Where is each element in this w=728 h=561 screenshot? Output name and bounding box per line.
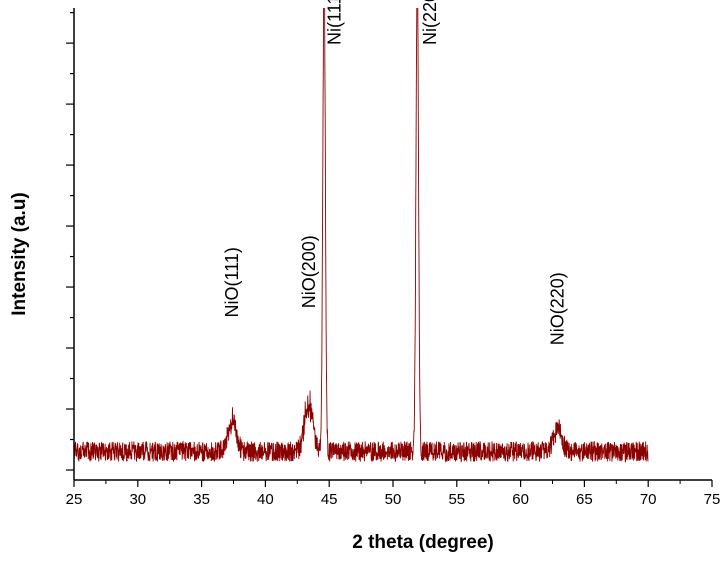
peak-annotations: NiO(111) NiO(200) Ni(111) Ni(220) NiO(220) <box>222 0 567 345</box>
x-tick-label: 60 <box>512 491 529 508</box>
peak-label: Ni(220) <box>420 0 440 45</box>
x-tick-label: 75 <box>704 491 721 508</box>
x-tick-label: 35 <box>193 491 210 508</box>
plot-area <box>74 8 649 463</box>
y-axis-title: Intensity (a.u) <box>9 192 30 316</box>
peak-label: NiO(200) <box>299 235 319 308</box>
x-axis-ticks <box>73 480 713 487</box>
x-tick-label: 30 <box>129 491 146 508</box>
x-tick-label: 40 <box>257 491 274 508</box>
x-axis-tick-labels: 25 30 35 40 45 50 55 60 65 70 75 <box>66 491 721 508</box>
x-tick-label: 45 <box>321 491 338 508</box>
peak-label: NiO(220) <box>548 272 568 345</box>
x-tick-label: 25 <box>66 491 83 508</box>
y-axis-ticks <box>66 12 74 471</box>
x-tick-label: 65 <box>576 491 593 508</box>
x-tick-label: 55 <box>448 491 465 508</box>
xrd-series-line <box>74 8 649 463</box>
x-tick-label: 50 <box>385 491 402 508</box>
x-tick-label: 70 <box>640 491 657 508</box>
peak-label: NiO(111) <box>222 247 242 317</box>
x-axis-title: 2 theta (degree) <box>352 532 493 553</box>
peak-label: Ni(111) <box>324 0 344 45</box>
